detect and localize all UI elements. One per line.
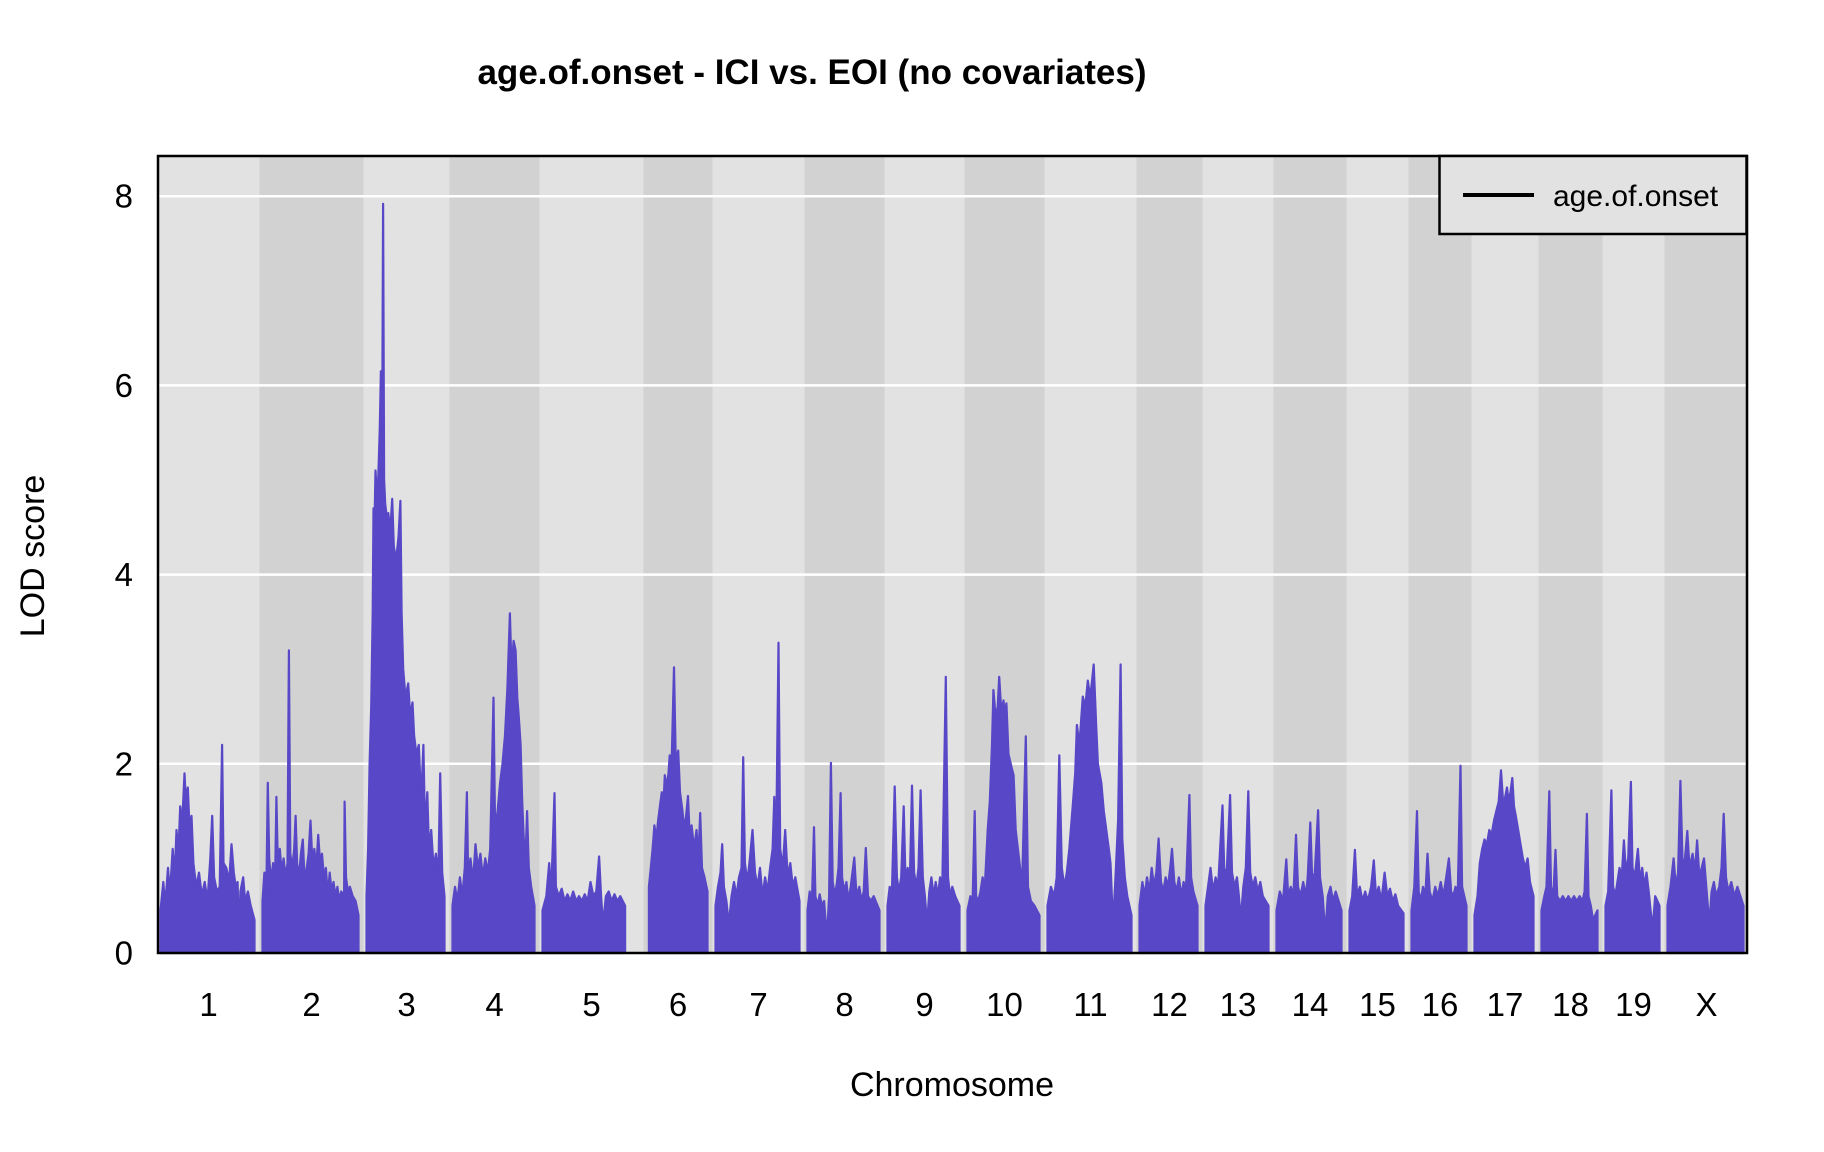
y-axis-title: LOD score xyxy=(14,475,52,638)
lod-curves xyxy=(159,202,1745,955)
x-tick-label-chr-10: 10 xyxy=(986,986,1023,1023)
y-tick-label-8: 8 xyxy=(115,178,133,215)
lod-curve-chr-12 xyxy=(1138,793,1199,955)
lod-curve-chr-8 xyxy=(806,761,881,955)
legend-series-label: age.of.onset xyxy=(1553,180,1719,213)
lod-curve-chr-5 xyxy=(541,792,627,955)
lod-curve-chr-19 xyxy=(1604,780,1661,955)
lod-curve-chr-16 xyxy=(1410,764,1468,955)
lod-curve-chr-14 xyxy=(1275,809,1343,955)
lod-curve-chr-9 xyxy=(886,675,961,955)
lod-curve-chr-7 xyxy=(714,641,801,955)
x-tick-label-chr-6: 6 xyxy=(669,986,687,1023)
x-tick-label-chr-15: 15 xyxy=(1359,986,1396,1023)
lod-curve-chr-11 xyxy=(1046,663,1133,955)
lod-curve-chr-X xyxy=(1666,779,1745,955)
y-tick-label-2: 2 xyxy=(115,745,133,782)
band-chr-1 xyxy=(157,156,260,954)
lod-curve-chr-17 xyxy=(1473,769,1535,955)
x-tick-label-chr-11: 11 xyxy=(1073,986,1107,1023)
band-chr-14 xyxy=(1273,156,1347,954)
x-tick-label-chr-17: 17 xyxy=(1487,986,1524,1023)
y-tick-label-0: 0 xyxy=(115,935,133,972)
legend-box: age.of.onset xyxy=(1438,154,1748,236)
plot-panel-border xyxy=(156,154,1749,955)
x-tick-label-chr-13: 13 xyxy=(1220,986,1257,1023)
lod-curve-chr-13 xyxy=(1204,790,1270,955)
x-tick-label-chr-5: 5 xyxy=(582,986,600,1023)
x-axis-title: Chromosome xyxy=(850,1066,1054,1104)
x-tick-label-chr-9: 9 xyxy=(915,986,933,1023)
band-chr-X xyxy=(1664,156,1749,954)
x-tick-label-chr-2: 2 xyxy=(302,986,320,1023)
y-tick-label-4: 4 xyxy=(115,556,133,593)
band-chr-8 xyxy=(804,156,885,954)
x-tick-label-chr-X: X xyxy=(1695,986,1717,1023)
x-tick-label-chr-18: 18 xyxy=(1552,986,1589,1023)
x-tick-label-chr-16: 16 xyxy=(1422,986,1459,1023)
x-tick-label-chr-8: 8 xyxy=(835,986,853,1023)
band-chr-7 xyxy=(712,156,805,954)
lod-curve-chr-15 xyxy=(1348,848,1405,955)
band-chr-15 xyxy=(1346,156,1409,954)
lod-curve-chr-18 xyxy=(1540,790,1599,955)
x-tick-label-chr-19: 19 xyxy=(1615,986,1652,1023)
band-chr-5 xyxy=(539,156,644,954)
lod-curve-chr-3 xyxy=(365,202,446,955)
x-tick-label-chr-14: 14 xyxy=(1292,986,1329,1023)
x-tick-label-chr-1: 1 xyxy=(199,986,217,1023)
x-tick-label-chr-7: 7 xyxy=(749,986,767,1023)
band-chr-12 xyxy=(1136,156,1203,954)
x-tick-label-chr-3: 3 xyxy=(397,986,415,1023)
lod-curve-chr-6 xyxy=(647,666,709,955)
x-tick-label-chr-4: 4 xyxy=(485,986,503,1023)
chromosome-bands xyxy=(157,156,1749,954)
y-tick-label-6: 6 xyxy=(115,367,133,404)
x-tick-label-chr-12: 12 xyxy=(1151,986,1188,1023)
band-chr-9 xyxy=(884,156,965,954)
lod-curve-chr-4 xyxy=(451,612,536,955)
chart-title: age.of.onset - ICI vs. EOI (no covariate… xyxy=(477,53,1146,92)
band-chr-13 xyxy=(1202,156,1274,954)
lod-curve-chr-2 xyxy=(261,649,360,955)
lod-curve-chr-1 xyxy=(159,743,256,955)
lod-curve-chr-10 xyxy=(966,675,1041,955)
